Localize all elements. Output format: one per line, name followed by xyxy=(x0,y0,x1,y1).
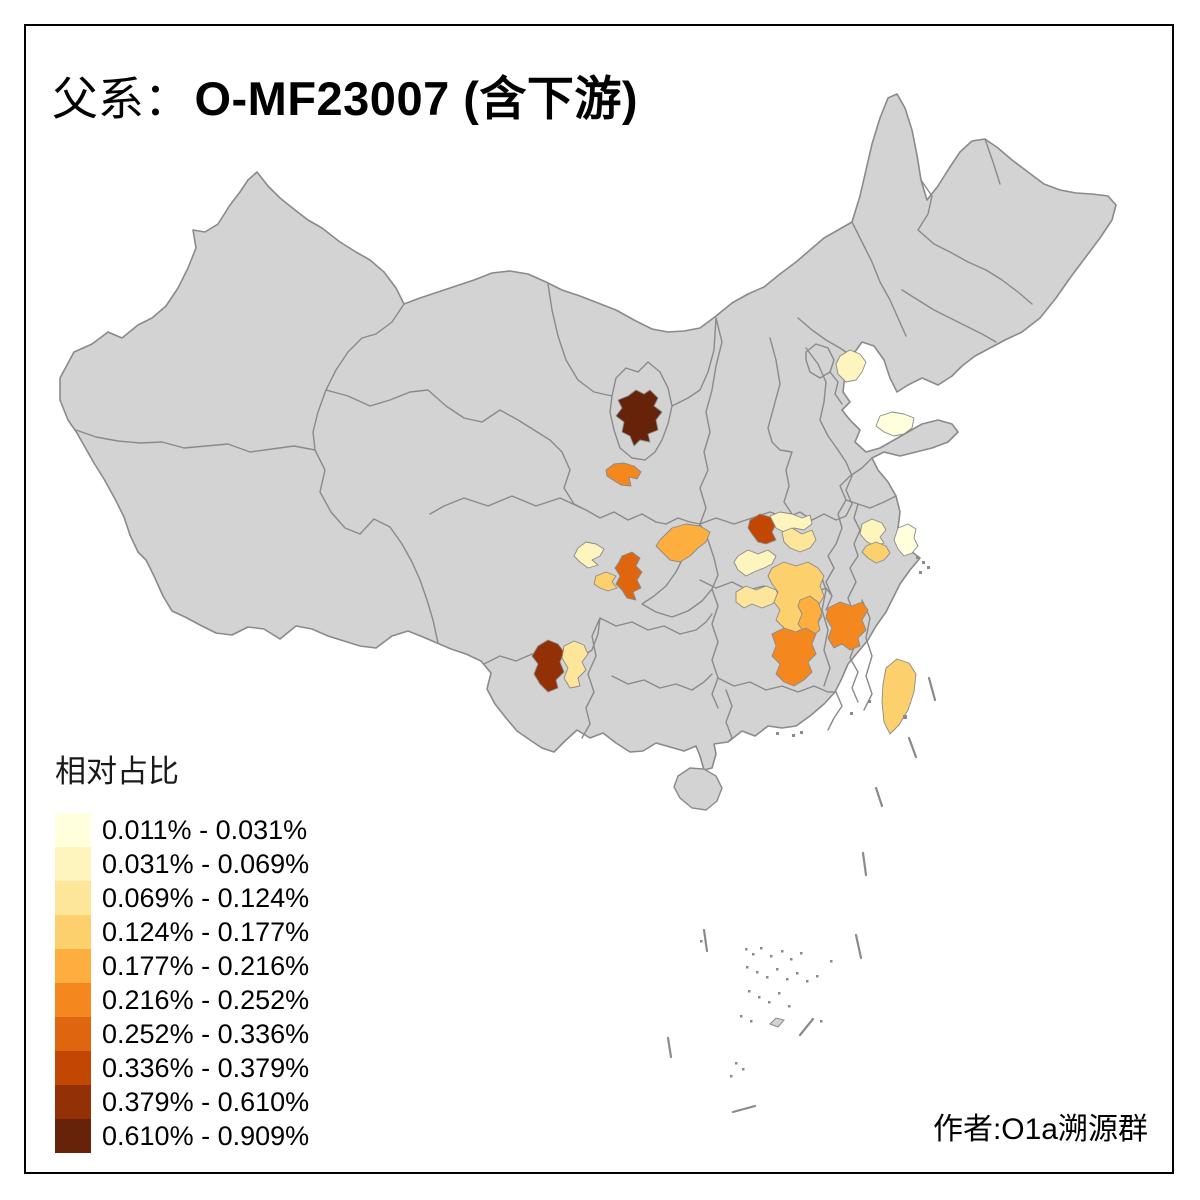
legend-label: 0.124% - 0.177% xyxy=(102,916,310,947)
legend-label: 0.379% - 0.610% xyxy=(102,1086,310,1117)
legend-row: 0.252% - 0.336% xyxy=(55,1017,309,1051)
region-hunan-mid xyxy=(797,595,823,637)
legend-row: 0.124% - 0.177% xyxy=(55,915,309,949)
region-suzhou-shanghai xyxy=(893,523,919,557)
region-jiangxi-west xyxy=(825,601,869,651)
legend-swatch xyxy=(55,983,91,1017)
legend-label: 0.031% - 0.069% xyxy=(102,848,310,879)
region-hunan-south xyxy=(771,627,817,687)
legend-row: 0.069% - 0.124% xyxy=(55,881,309,915)
legend-row: 0.177% - 0.216% xyxy=(55,949,309,983)
region-kunming xyxy=(561,640,589,689)
figure-frame xyxy=(24,24,1174,1174)
region-taiwan-island xyxy=(881,658,917,735)
legend-swatch xyxy=(55,1051,91,1085)
legend-swatch xyxy=(55,847,91,881)
legend-label: 0.610% - 0.909% xyxy=(102,1120,310,1151)
region-shandong-east xyxy=(875,411,915,437)
region-west-sichuan xyxy=(573,541,605,569)
title-prefix: 父系： xyxy=(52,74,190,125)
hainan-island xyxy=(673,767,723,811)
region-anhui-south xyxy=(859,518,887,547)
region-hubei-east xyxy=(781,527,817,553)
legend-label: 0.177% - 0.216% xyxy=(102,950,310,981)
region-langfang xyxy=(835,349,867,383)
legend-label: 0.069% - 0.124% xyxy=(102,882,310,913)
region-chengdu xyxy=(614,551,643,601)
legend-label: 0.252% - 0.336% xyxy=(102,1018,310,1049)
legend-row: 0.011% - 0.031% xyxy=(55,813,309,847)
legend-row: 0.610% - 0.909% xyxy=(55,1119,309,1153)
region-jingzhou xyxy=(733,549,777,577)
legend-rows: 0.011% - 0.031% 0.031% - 0.069% 0.069% - 0… xyxy=(55,813,309,1153)
page-title: 父系： O-MF23007 (含下游) xyxy=(52,60,638,129)
region-ningxia xyxy=(615,389,663,447)
legend-swatch xyxy=(55,881,91,915)
region-lanzhou xyxy=(605,462,642,487)
legend-swatch xyxy=(55,949,91,983)
legend: 相对占比 0.011% - 0.031% 0.031% - 0.069% 0.069… xyxy=(55,746,309,1153)
pratas-island xyxy=(769,1017,785,1028)
region-leshan xyxy=(593,571,618,592)
legend-row: 0.216% - 0.252% xyxy=(55,983,309,1017)
title-main: O-MF23007 (含下游) xyxy=(194,72,639,125)
legend-swatch xyxy=(55,813,91,847)
province-borders xyxy=(75,138,1033,743)
legend-title: 相对占比 xyxy=(55,754,179,789)
legend-swatch xyxy=(55,1017,91,1051)
china-mainland xyxy=(59,93,1117,771)
legend-row: 0.031% - 0.069% xyxy=(55,847,309,881)
legend-label: 0.216% - 0.252% xyxy=(102,984,310,1015)
legend-row: 0.336% - 0.379% xyxy=(55,1051,309,1085)
region-hubei-north xyxy=(769,511,813,533)
region-xiangyang xyxy=(747,513,777,545)
legend-label: 0.336% - 0.379% xyxy=(102,1052,310,1083)
legend-label: 0.011% - 0.031% xyxy=(102,814,308,845)
region-ne-sichuan xyxy=(655,523,711,563)
attribution-text: 作者:O1a溯源群 xyxy=(932,1113,1148,1146)
nine-dash-line xyxy=(666,676,937,1114)
legend-swatch xyxy=(55,1085,91,1119)
region-huzhou xyxy=(861,541,891,564)
region-chuxiong xyxy=(531,639,565,693)
legend-row: 0.379% - 0.610% xyxy=(55,1085,309,1119)
legend-swatch xyxy=(55,915,91,949)
legend-swatch xyxy=(55,1119,91,1153)
